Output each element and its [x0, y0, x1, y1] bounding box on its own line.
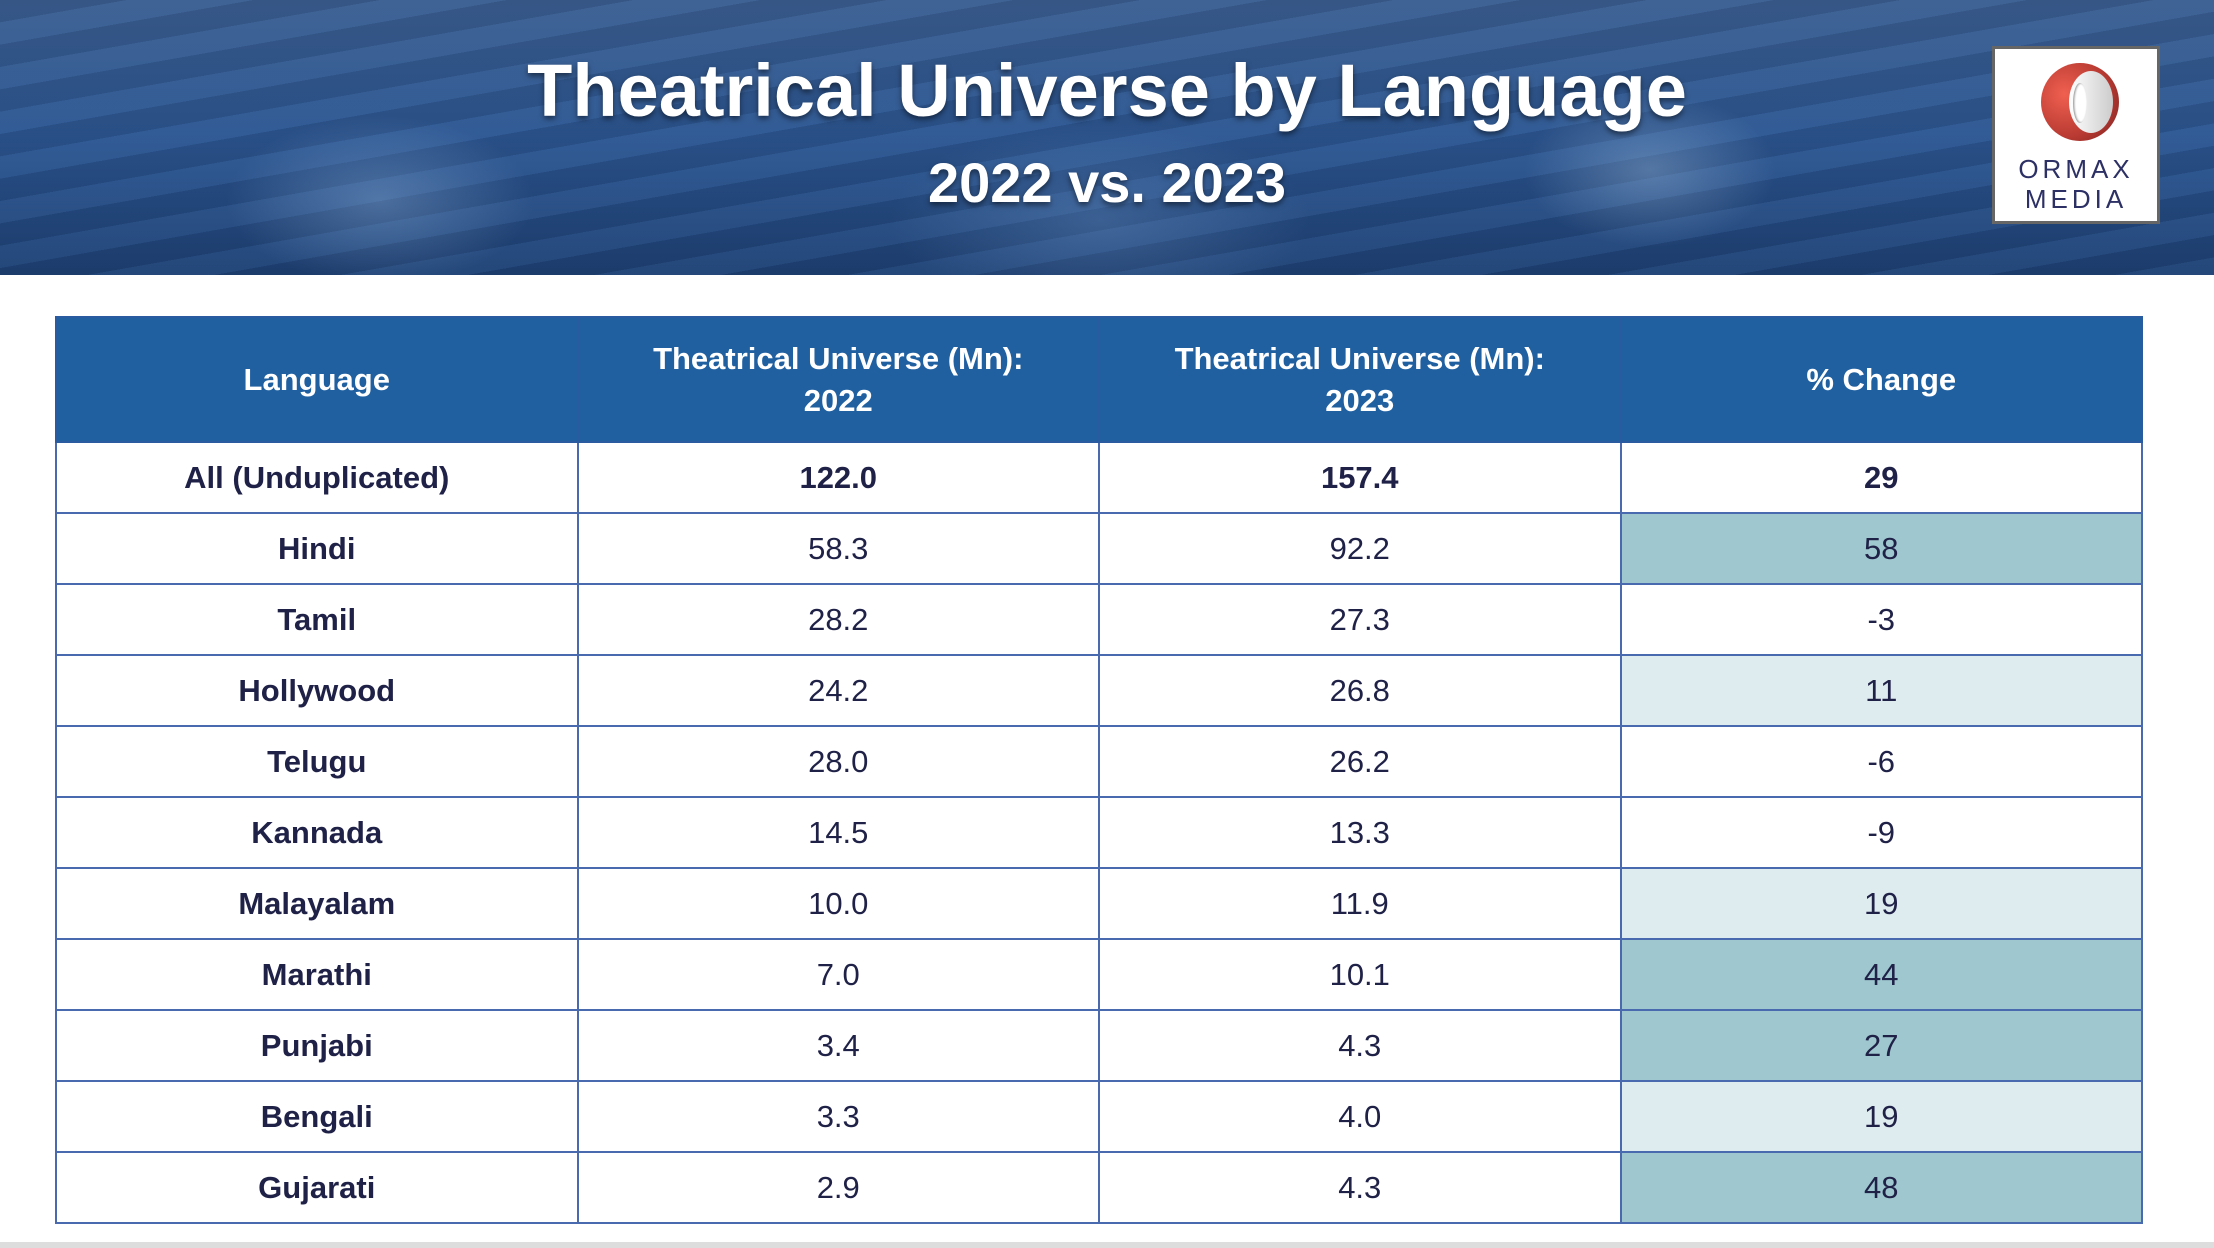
cell-2022: 3.4: [576, 1009, 1100, 1082]
cell-language: Kannada: [55, 796, 579, 869]
table-row: Hindi 58.3 92.2 58: [55, 512, 2143, 585]
table-row: All (Unduplicated) 122.0 157.4 29: [55, 441, 2143, 514]
cell-2022: 14.5: [576, 796, 1100, 869]
cell-language: Telugu: [55, 725, 579, 798]
cell-2022: 122.0: [576, 441, 1100, 514]
table-row: Telugu 28.0 26.2 -6: [55, 725, 2143, 798]
ormax-media-logo: ORMAX MEDIA: [1992, 46, 2160, 224]
cell-change: 29: [1619, 441, 2143, 514]
cell-2023: 92.2: [1098, 512, 1622, 585]
cell-2022: 3.3: [576, 1080, 1100, 1153]
cell-change: 58: [1619, 512, 2143, 585]
cell-2023: 13.3: [1098, 796, 1622, 869]
cell-language: Marathi: [55, 938, 579, 1011]
table-row: Punjabi 3.4 4.3 27: [55, 1009, 2143, 1082]
cell-language: Malayalam: [55, 867, 579, 940]
logo-text-line1: ORMAX: [2018, 154, 2134, 184]
cell-2023: 4.3: [1098, 1151, 1622, 1224]
cell-2022: 28.2: [576, 583, 1100, 656]
logo-orb-icon: [2041, 63, 2119, 141]
cell-2022: 7.0: [576, 938, 1100, 1011]
table-header-row: Language Theatrical Universe (Mn): 2022 T…: [55, 316, 2143, 443]
table-row: Tamil 28.2 27.3 -3: [55, 583, 2143, 656]
table-row: Marathi 7.0 10.1 44: [55, 938, 2143, 1011]
cell-change: 19: [1619, 1080, 2143, 1153]
cell-2023: 27.3: [1098, 583, 1622, 656]
cell-language: All (Unduplicated): [55, 441, 579, 514]
cell-change: 27: [1619, 1009, 2143, 1082]
cell-language: Bengali: [55, 1080, 579, 1153]
cell-change: 44: [1619, 938, 2143, 1011]
table-row: Kannada 14.5 13.3 -9: [55, 796, 2143, 869]
col-header-2023: Theatrical Universe (Mn): 2023: [1098, 316, 1622, 443]
col-header-2023-line1: Theatrical Universe (Mn):: [1174, 340, 1545, 376]
col-header-2023-line2: 2023: [1325, 382, 1395, 418]
cell-language: Tamil: [55, 583, 579, 656]
table-row: Hollywood 24.2 26.8 11: [55, 654, 2143, 727]
cell-2022: 58.3: [576, 512, 1100, 585]
col-header-change: % Change: [1619, 316, 2143, 443]
cell-change: 11: [1619, 654, 2143, 727]
cell-2023: 4.0: [1098, 1080, 1622, 1153]
cell-language: Gujarati: [55, 1151, 579, 1224]
col-header-language: Language: [55, 316, 579, 443]
table-row: Malayalam 10.0 11.9 19: [55, 867, 2143, 940]
page-title: Theatrical Universe by Language: [527, 49, 1687, 132]
footer-strip: [0, 1242, 2214, 1248]
table-row: Gujarati 2.9 4.3 48: [55, 1151, 2143, 1224]
cell-2023: 157.4: [1098, 441, 1622, 514]
cell-language: Hindi: [55, 512, 579, 585]
cell-change: -6: [1619, 725, 2143, 798]
cell-language: Hollywood: [55, 654, 579, 727]
header-banner: [0, 0, 2214, 275]
cell-2022: 10.0: [576, 867, 1100, 940]
cell-language: Punjabi: [55, 1009, 579, 1082]
cell-2022: 2.9: [576, 1151, 1100, 1224]
cell-2023: 11.9: [1098, 867, 1622, 940]
cell-change: 48: [1619, 1151, 2143, 1224]
cell-2023: 4.3: [1098, 1009, 1622, 1082]
cell-change: -3: [1619, 583, 2143, 656]
cell-2023: 26.2: [1098, 725, 1622, 798]
col-header-2022-line1: Theatrical Universe (Mn):: [653, 340, 1024, 376]
page-subtitle: 2022 vs. 2023: [927, 151, 1287, 214]
theatrical-universe-table: Language Theatrical Universe (Mn): 2022 T…: [55, 316, 2143, 1224]
col-header-2022-line2: 2022: [803, 382, 873, 418]
cell-2023: 10.1: [1098, 938, 1622, 1011]
cell-change: -9: [1619, 796, 2143, 869]
cell-2023: 26.8: [1098, 654, 1622, 727]
logo-text-line2: MEDIA: [2024, 184, 2128, 214]
cell-2022: 24.2: [576, 654, 1100, 727]
table-row: Bengali 3.3 4.0 19: [55, 1080, 2143, 1153]
cell-2022: 28.0: [576, 725, 1100, 798]
cell-change: 19: [1619, 867, 2143, 940]
col-header-2022: Theatrical Universe (Mn): 2022: [576, 316, 1100, 443]
